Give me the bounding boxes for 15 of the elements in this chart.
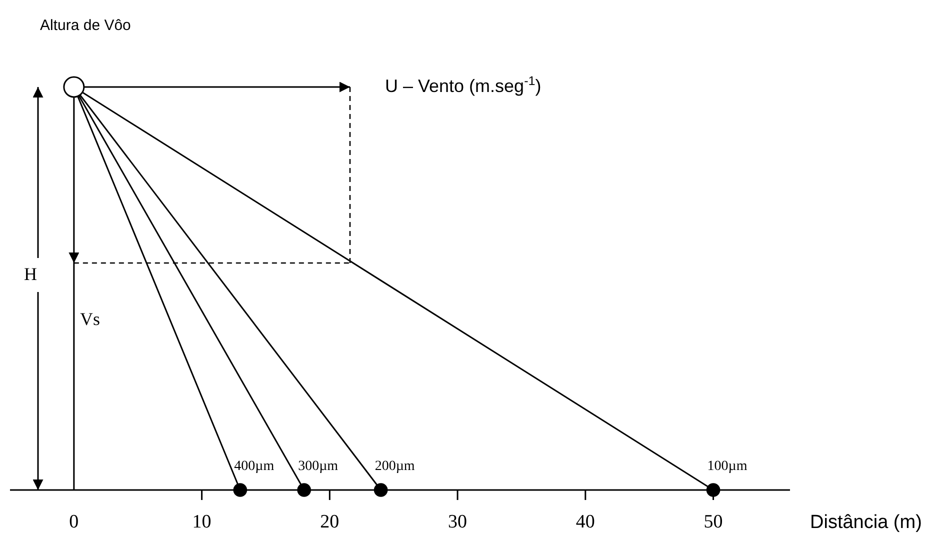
series-label: 400µm bbox=[234, 459, 274, 474]
series-label: 200µm bbox=[374, 459, 415, 474]
annotation: U – Vento (m.seg$^{-1}$) bbox=[385, 74, 542, 96]
x-tick-label: 20 bbox=[320, 511, 340, 532]
annotation: Vs bbox=[80, 309, 100, 329]
x-axis-title: Distância (m) bbox=[810, 512, 922, 533]
annotation: H bbox=[24, 264, 37, 284]
series-label: 100µm bbox=[707, 459, 748, 474]
x-tick-label: 0 bbox=[69, 511, 79, 532]
series-label: 300µm bbox=[298, 459, 338, 474]
text: Altura de Vôo bbox=[40, 17, 131, 34]
x-tick-label: 30 bbox=[448, 511, 468, 532]
x-tick-label: 50 bbox=[704, 511, 723, 532]
x-tick-label: 10 bbox=[192, 511, 212, 532]
x-tick-label: 40 bbox=[576, 511, 595, 532]
